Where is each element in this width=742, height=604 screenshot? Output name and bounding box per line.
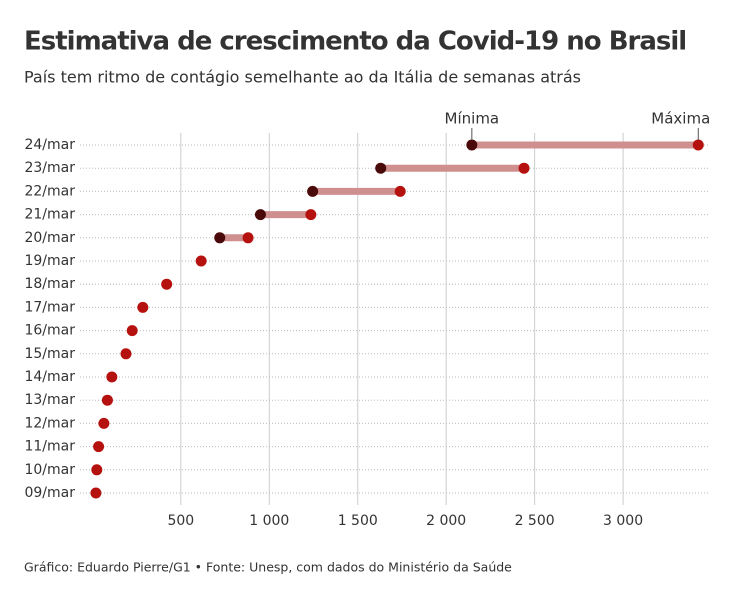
x-tick-label: 500 <box>167 513 194 529</box>
dot <box>305 209 317 221</box>
dot <box>692 139 704 151</box>
dot <box>195 255 207 267</box>
dot <box>106 371 118 383</box>
dot <box>214 232 226 244</box>
y-tick-label: 18/mar <box>24 276 75 292</box>
x-tick-label: 2 500 <box>515 513 555 529</box>
dot <box>137 301 149 313</box>
dot <box>242 232 254 244</box>
y-tick-label: 16/mar <box>24 323 75 339</box>
dot <box>466 139 478 151</box>
dot <box>375 162 387 174</box>
dot <box>254 209 266 221</box>
dot <box>518 162 530 174</box>
chart-title: Estimativa de crescimento da Covid-19 no… <box>24 27 686 57</box>
dot <box>307 185 319 197</box>
dot <box>161 278 173 290</box>
dot <box>101 394 113 406</box>
y-tick-label: 14/mar <box>24 369 75 385</box>
dot <box>98 417 110 429</box>
y-tick-label: 12/mar <box>24 415 75 431</box>
legend-label: Mínima <box>445 110 500 128</box>
y-tick-label: 17/mar <box>24 299 75 315</box>
y-tick-label: 10/mar <box>24 462 75 478</box>
y-tick-label: 21/mar <box>24 207 75 223</box>
y-tick-label: 24/mar <box>24 137 75 153</box>
dot <box>93 441 105 453</box>
dot <box>120 348 132 360</box>
y-tick-label: 11/mar <box>24 439 75 455</box>
y-tick-label: 23/mar <box>24 160 75 176</box>
legend-label: Máxima <box>651 110 710 128</box>
y-tick-label: 20/mar <box>24 230 75 246</box>
dot <box>394 185 406 197</box>
dot <box>90 487 102 499</box>
x-tick-label: 1 500 <box>338 513 378 529</box>
source: Gráfico: Eduardo Pierre/G1 • Fonte: Unes… <box>24 560 512 575</box>
y-tick-label: 19/mar <box>24 253 75 269</box>
dot <box>126 325 138 337</box>
y-tick-label: 22/mar <box>24 183 75 199</box>
dot <box>91 464 103 476</box>
y-tick-label: 13/mar <box>24 392 75 408</box>
x-tick-label: 2 000 <box>426 513 466 529</box>
x-tick-label: 3 000 <box>603 513 643 529</box>
y-tick-label: 15/mar <box>24 346 75 362</box>
x-tick-label: 1 000 <box>249 513 289 529</box>
y-tick-label: 09/mar <box>24 485 75 501</box>
chart-subtitle: País tem ritmo de contágio semelhante ao… <box>24 68 581 87</box>
